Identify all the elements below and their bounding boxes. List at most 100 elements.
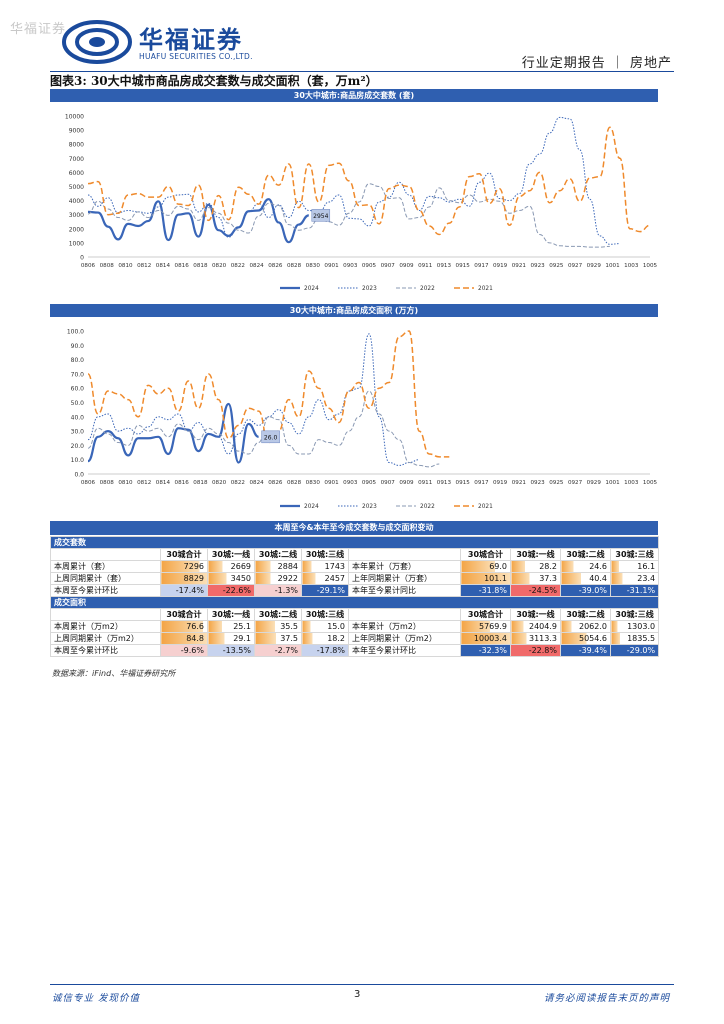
x-tick-label: 1005 — [643, 480, 658, 486]
x-tick-label: 0806 — [81, 263, 96, 269]
x-tick-label: 0925 — [549, 263, 564, 269]
table-cell: -24.5% — [510, 584, 561, 597]
y-tick-label: 90.0 — [71, 343, 85, 350]
table-cell: -32.3% — [460, 644, 511, 657]
column-header — [50, 548, 161, 561]
latest-value-label: 26.0 — [264, 434, 278, 441]
table-cell: 25.1 — [207, 620, 255, 633]
table-title: 本周至今&本年至今成交套数与成交面积变动 — [50, 521, 658, 535]
x-tick-label: 0828 — [287, 480, 302, 486]
row-label: 本周累计（套） — [50, 560, 161, 573]
x-tick-label: 0822 — [231, 263, 245, 269]
x-tick-label: 0919 — [493, 480, 508, 486]
x-tick-label: 0808 — [100, 480, 115, 486]
section-header: 成交套数 — [49, 536, 660, 549]
y-tick-label: 2000 — [69, 226, 84, 233]
table-cell: 101.1 — [460, 572, 511, 585]
table-cell: 40.4 — [560, 572, 611, 585]
row-label: 上年同期累计（万m2） — [348, 632, 461, 645]
column-header: 30城:三线 — [609, 548, 660, 561]
table-cell: 23.4 — [609, 572, 660, 585]
y-tick-label: 0 — [80, 255, 84, 262]
row-label: 上周同期累计（万m2） — [50, 632, 161, 645]
x-tick-label: 0810 — [118, 480, 133, 486]
x-tick-label: 0806 — [81, 480, 96, 486]
huafu-logo-icon — [62, 20, 132, 64]
table-cell: 2457 — [301, 572, 349, 585]
row-label: 本年至今累计同比 — [348, 584, 461, 597]
x-tick-label: 0923 — [530, 263, 545, 269]
x-tick-label: 0915 — [456, 263, 471, 269]
column-header: 30城:一线 — [207, 608, 255, 621]
column-header: 30城:二线 — [254, 548, 302, 561]
table-cell: 37.5 — [254, 632, 302, 645]
row-label: 本年累计（万套） — [348, 560, 461, 573]
x-tick-label: 0923 — [530, 480, 545, 486]
table-cell: -17.4% — [160, 584, 208, 597]
footer-disclaimer: 请务必阅读报告末页的声明 — [543, 993, 670, 1004]
latest-value-box — [261, 430, 280, 444]
chart2-title: 30大中城市:商品房成交面积 (万方) — [50, 304, 658, 317]
table-cell: -22.8% — [510, 644, 561, 657]
y-tick-label: 1000 — [69, 240, 84, 247]
row-label: 上周同期累计（套） — [50, 572, 161, 585]
table-cell: 1743 — [301, 560, 349, 573]
brand-name-cn: 华福证券 — [139, 25, 243, 54]
y-tick-label: 60.0 — [71, 386, 85, 393]
brand-name-en: HUAFU SECURITIES CO.,LTD. — [139, 52, 253, 61]
report-type: 行业定期报告 ｜ 房地产 — [521, 56, 672, 71]
x-tick-label: 0901 — [324, 480, 339, 486]
column-header: 30城:一线 — [510, 548, 561, 561]
x-tick-label: 0911 — [418, 480, 433, 486]
x-tick-label: 0820 — [212, 480, 227, 486]
table-cell: 15.0 — [301, 620, 349, 633]
row-label: 本年至今累计环比 — [348, 644, 461, 657]
x-tick-label: 0903 — [343, 480, 358, 486]
x-tick-label: 1003 — [624, 263, 639, 269]
series-line-2024 — [87, 402, 259, 464]
x-tick-label: 0816 — [175, 263, 190, 269]
x-tick-label: 0907 — [381, 263, 396, 269]
page-number: 3 — [354, 989, 361, 1000]
legend-label: 2023 — [362, 504, 377, 510]
legend-label: 2021 — [478, 504, 493, 510]
table-cell: -39.4% — [560, 644, 611, 657]
x-tick-label: 0814 — [156, 480, 171, 486]
y-tick-label: 50.0 — [71, 400, 85, 407]
table-row: 本周累计（套） 7296 2669 2884 1743 本年累计（万套） 69.0 28.2 2… — [50, 560, 660, 573]
x-tick-label: 1003 — [624, 480, 639, 486]
y-tick-label: 10.0 — [71, 457, 85, 464]
table-cell: 2062.0 — [560, 620, 611, 633]
table-cell: -39.0% — [560, 584, 611, 597]
column-header: 30城:一线 — [207, 548, 255, 561]
section-header: 成交面积 — [49, 596, 660, 609]
series-line-2023 — [87, 116, 620, 245]
table-cell: 1835.5 — [609, 632, 660, 645]
chart1-title: 30大中城市:商品房成交套数 (套) — [50, 89, 658, 102]
x-tick-label: 0818 — [193, 480, 208, 486]
table-cell: -17.8% — [301, 644, 349, 657]
table-row: 上周同期累计（套） 8829 3450 2922 2457 上年同期累计（万套） 101.1… — [50, 572, 660, 585]
y-tick-label: 70.0 — [71, 371, 85, 378]
column-header: 30城:二线 — [560, 548, 611, 561]
y-tick-label: 100.0 — [67, 329, 84, 336]
data-source: 数据来源：iFind、华福证券研究所 — [52, 669, 176, 678]
watermark: 华福证券 — [10, 22, 67, 37]
table-cell: 16.1 — [609, 560, 660, 573]
x-tick-label: 0830 — [306, 263, 321, 269]
column-header — [348, 608, 461, 621]
x-tick-label: 0925 — [549, 480, 564, 486]
legend-label: 2023 — [362, 286, 377, 292]
table-cell: -13.5% — [207, 644, 255, 657]
table-cell: 24.6 — [560, 560, 611, 573]
row-label: 上年同期累计（万套） — [348, 572, 461, 585]
x-tick-label: 0915 — [456, 480, 471, 486]
legend-label: 2024 — [304, 286, 319, 292]
y-tick-label: 20.0 — [71, 443, 85, 450]
x-tick-label: 0913 — [437, 263, 452, 269]
table-row: 上周同期累计（万m2） 84.8 29.1 37.5 18.2 上年同期累计（万m2） 10… — [50, 632, 660, 645]
legend-label: 2022 — [420, 286, 435, 292]
x-tick-label: 0927 — [568, 480, 583, 486]
y-tick-label: 9000 — [69, 128, 84, 135]
y-tick-label: 8000 — [69, 142, 84, 149]
